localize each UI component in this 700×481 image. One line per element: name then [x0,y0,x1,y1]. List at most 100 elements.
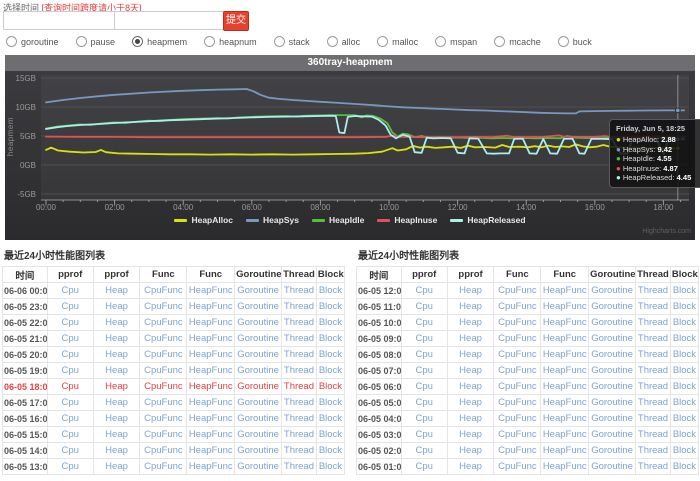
legend-item-HeapIdle[interactable]: HeapIdle [311,215,364,225]
profile-link-heapfunc[interactable]: HeapFunc [542,349,587,360]
profile-link-heapfunc[interactable]: HeapFunc [188,365,233,376]
profile-link-thread[interactable]: Thread [283,285,314,296]
profile-link-cpu[interactable]: Cpu [415,413,433,424]
profile-link-cpu[interactable]: Cpu [61,445,79,456]
profile-link-thread[interactable]: Thread [637,429,668,440]
profile-link-block[interactable]: Block [318,461,343,472]
profile-link-goroutine[interactable]: Goroutine [591,429,633,440]
profile-link-goroutine[interactable]: Goroutine [591,285,633,296]
profile-link-cpufunc[interactable]: CpuFunc [498,365,537,376]
profile-link-cpu[interactable]: Cpu [61,333,79,344]
profile-link-block[interactable]: Block [672,381,697,392]
profile-link-goroutine[interactable]: Goroutine [591,333,633,344]
radio-option-heapnum[interactable]: heapnum [204,36,257,47]
profile-link-heapfunc[interactable]: HeapFunc [542,381,587,392]
profile-link-block[interactable]: Block [672,413,697,424]
profile-link-goroutine[interactable]: Goroutine [237,445,279,456]
profile-link-goroutine[interactable]: Goroutine [591,413,633,424]
profile-link-thread[interactable]: Thread [637,333,668,344]
profile-link-heapfunc[interactable]: HeapFunc [542,445,587,456]
profile-link-cpu[interactable]: Cpu [415,381,433,392]
profile-link-block[interactable]: Block [318,317,343,328]
profile-link-cpu[interactable]: Cpu [61,317,79,328]
radio-option-mspan[interactable]: mspan [435,36,477,47]
profile-link-block[interactable]: Block [672,429,697,440]
profile-link-block[interactable]: Block [318,413,343,424]
profile-link-cpu[interactable]: Cpu [415,461,433,472]
legend-item-HeapReleased[interactable]: HeapReleased [450,215,526,225]
profile-link-cpufunc[interactable]: CpuFunc [144,317,183,328]
profile-link-heapfunc[interactable]: HeapFunc [188,301,233,312]
legend-item-HeapAlloc[interactable]: HeapAlloc [174,215,233,225]
profile-link-block[interactable]: Block [318,301,343,312]
profile-link-heap[interactable]: Heap [459,285,482,296]
profile-link-goroutine[interactable]: Goroutine [237,461,279,472]
profile-link-block[interactable]: Block [672,365,697,376]
profile-link-cpufunc[interactable]: CpuFunc [498,445,537,456]
radio-icon[interactable] [326,36,338,47]
profile-link-goroutine[interactable]: Goroutine [237,397,279,408]
profile-link-block[interactable]: Block [318,397,343,408]
profile-link-cpu[interactable]: Cpu [415,349,433,360]
profile-link-heap[interactable]: Heap [459,461,482,472]
profile-link-goroutine[interactable]: Goroutine [591,381,633,392]
profile-link-heapfunc[interactable]: HeapFunc [188,349,233,360]
profile-link-cpufunc[interactable]: CpuFunc [498,285,537,296]
profile-link-cpu[interactable]: Cpu [415,301,433,312]
profile-link-cpufunc[interactable]: CpuFunc [144,413,183,424]
profile-link-heapfunc[interactable]: HeapFunc [542,461,587,472]
profile-link-heap[interactable]: Heap [105,397,128,408]
profile-link-cpu[interactable]: Cpu [61,413,79,424]
profile-link-heap[interactable]: Heap [105,429,128,440]
profile-link-cpufunc[interactable]: CpuFunc [498,429,537,440]
profile-link-goroutine[interactable]: Goroutine [237,317,279,328]
profile-link-cpufunc[interactable]: CpuFunc [498,301,537,312]
profile-link-block[interactable]: Block [672,461,697,472]
submit-button[interactable]: 提交 [223,11,249,31]
profile-link-block[interactable]: Block [672,349,697,360]
profile-link-thread[interactable]: Thread [283,445,314,456]
profile-link-heapfunc[interactable]: HeapFunc [188,429,233,440]
profile-link-cpufunc[interactable]: CpuFunc [498,349,537,360]
profile-link-goroutine[interactable]: Goroutine [237,333,279,344]
profile-link-heap[interactable]: Heap [105,333,128,344]
profile-link-cpufunc[interactable]: CpuFunc [144,381,183,392]
radio-option-pause[interactable]: pause [75,36,115,47]
profile-link-heapfunc[interactable]: HeapFunc [542,285,587,296]
profile-link-heapfunc[interactable]: HeapFunc [542,365,587,376]
profile-link-thread[interactable]: Thread [637,413,668,424]
profile-link-cpu[interactable]: Cpu [415,397,433,408]
profile-link-block[interactable]: Block [672,333,697,344]
profile-link-goroutine[interactable]: Goroutine [591,461,633,472]
profile-link-block[interactable]: Block [318,333,343,344]
profile-link-heap[interactable]: Heap [105,461,128,472]
profile-link-heap[interactable]: Heap [105,317,128,328]
profile-link-cpu[interactable]: Cpu [61,381,79,392]
profile-link-cpu[interactable]: Cpu [61,461,79,472]
profile-link-thread[interactable]: Thread [637,301,668,312]
profile-link-thread[interactable]: Thread [283,461,314,472]
profile-link-heap[interactable]: Heap [105,445,128,456]
profile-link-heap[interactable]: Heap [459,413,482,424]
profile-link-goroutine[interactable]: Goroutine [591,349,633,360]
profile-link-heap[interactable]: Heap [459,349,482,360]
profile-link-goroutine[interactable]: Goroutine [591,317,633,328]
profile-link-heapfunc[interactable]: HeapFunc [188,461,233,472]
profile-link-heap[interactable]: Heap [105,381,128,392]
profile-link-block[interactable]: Block [672,397,697,408]
profile-link-block[interactable]: Block [318,365,343,376]
profile-link-heapfunc[interactable]: HeapFunc [188,397,233,408]
profile-link-cpufunc[interactable]: CpuFunc [498,413,537,424]
profile-link-heap[interactable]: Heap [459,333,482,344]
profile-link-goroutine[interactable]: Goroutine [591,365,633,376]
profile-link-thread[interactable]: Thread [283,413,314,424]
profile-link-block[interactable]: Block [672,285,697,296]
heapmem-chart[interactable]: 360tray-heapmem heapmem 15GB 10GB 5GB 0GB -5… [5,55,700,240]
profile-link-thread[interactable]: Thread [283,381,314,392]
profile-link-thread[interactable]: Thread [637,397,668,408]
profile-link-heapfunc[interactable]: HeapFunc [542,317,587,328]
profile-link-thread[interactable]: Thread [283,397,314,408]
profile-link-thread[interactable]: Thread [637,317,668,328]
profile-link-block[interactable]: Block [672,317,697,328]
profile-link-cpu[interactable]: Cpu [415,365,433,376]
